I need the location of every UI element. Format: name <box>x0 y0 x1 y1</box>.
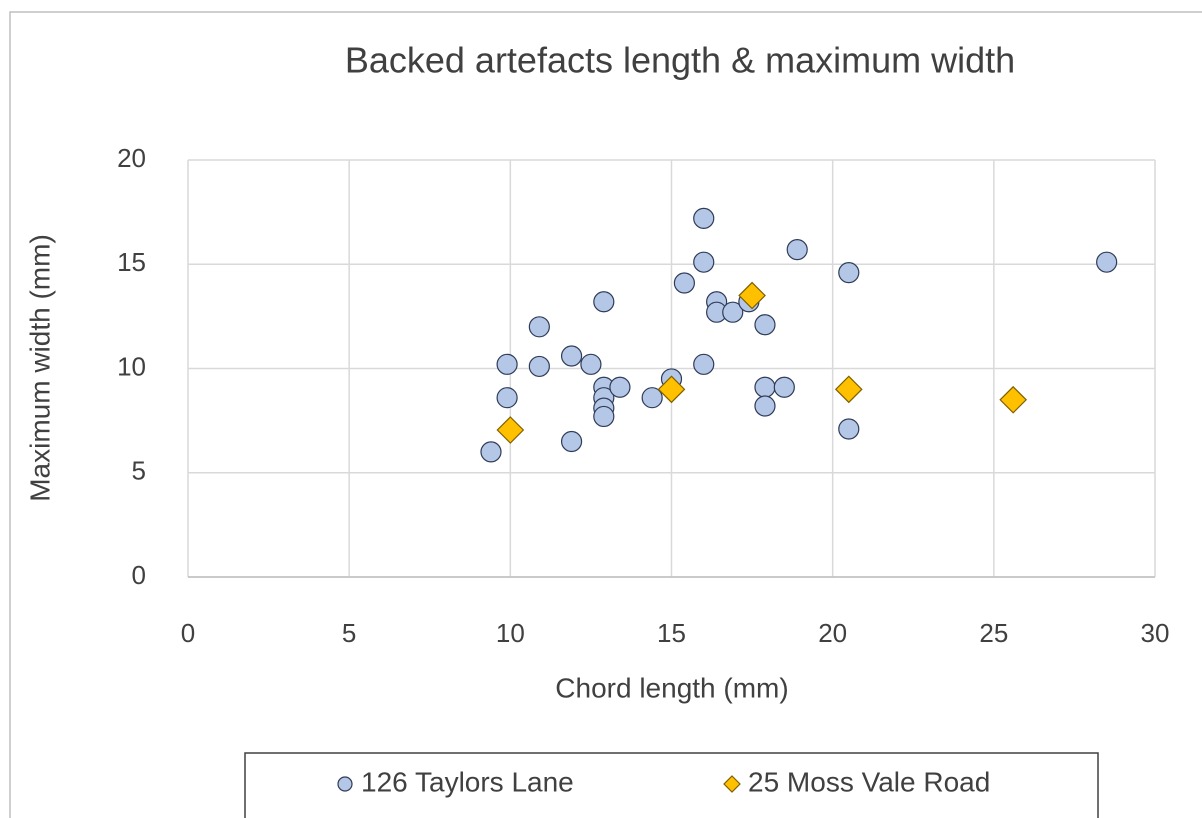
point <box>609 376 631 398</box>
point <box>738 281 766 310</box>
point <box>593 291 615 313</box>
y-tick-label: 0 <box>132 560 146 590</box>
x-tick-label: 0 <box>181 618 195 648</box>
point <box>1096 251 1118 273</box>
point <box>693 251 715 273</box>
chart-title: Backed artefacts length & maximum width <box>345 40 1015 81</box>
point <box>834 375 863 404</box>
point <box>560 430 583 453</box>
point <box>496 353 518 375</box>
x-tick-label: 25 <box>979 618 1008 648</box>
point <box>838 418 860 440</box>
point <box>754 395 776 417</box>
point <box>528 316 550 338</box>
point <box>641 387 663 409</box>
point <box>838 261 860 284</box>
point <box>580 353 602 375</box>
point <box>496 387 518 409</box>
x-axis-label: Chord length (mm) <box>555 672 788 703</box>
x-tick-label: 10 <box>496 618 525 648</box>
y-tick-label: 5 <box>132 456 146 486</box>
point <box>657 375 686 404</box>
legend-box <box>244 752 1099 818</box>
point <box>999 385 1028 414</box>
legend-label: 126 Taylors Lane <box>361 766 574 797</box>
legend-marker <box>723 775 741 793</box>
y-tick-label: 10 <box>117 351 146 381</box>
point <box>722 301 744 323</box>
point <box>593 405 615 428</box>
point <box>786 239 808 261</box>
y-tick-label: 20 <box>117 143 146 173</box>
x-tick-label: 30 <box>1141 618 1170 648</box>
point <box>773 376 795 398</box>
y-axis-label: Maximum width (mm) <box>24 234 55 502</box>
point <box>693 207 715 229</box>
x-tick-label: 15 <box>657 618 686 648</box>
x-tick-label: 5 <box>342 618 356 648</box>
point <box>496 416 525 444</box>
point <box>673 272 695 294</box>
legend-label: 25 Moss Vale Road <box>748 766 990 797</box>
point <box>754 376 776 398</box>
point <box>528 355 550 378</box>
legend-marker <box>337 776 353 792</box>
point <box>480 441 502 463</box>
point <box>754 314 776 336</box>
x-tick-label: 20 <box>818 618 847 648</box>
point <box>560 345 583 367</box>
y-tick-label: 15 <box>117 247 146 277</box>
point <box>693 353 715 375</box>
